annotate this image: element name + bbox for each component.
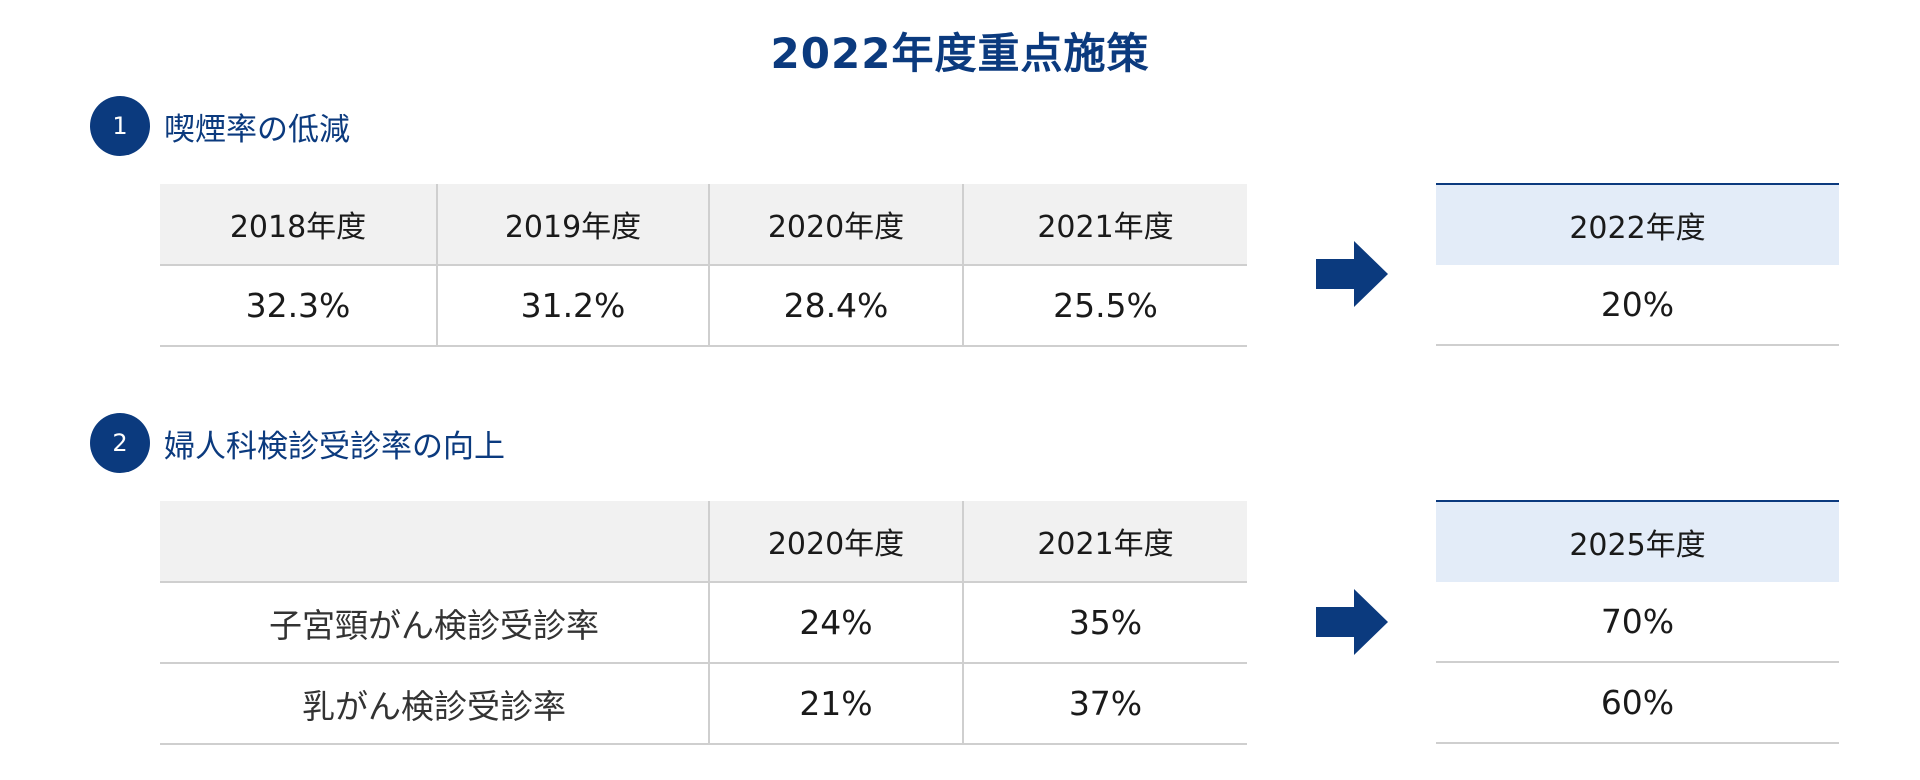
arrow-right-icon: [1316, 589, 1388, 655]
target-value: 60%: [1436, 662, 1839, 744]
target-value: 70%: [1436, 582, 1839, 663]
table-row: 子宮頸がん検診受診率 24% 35%: [160, 582, 1247, 664]
section-2-heading: 2 婦人科検診受診率の向上: [90, 413, 505, 473]
section-title: 喫煙率の低減: [164, 111, 350, 148]
target-year-header: 2025年度: [1436, 500, 1839, 582]
table-cell: 37%: [963, 663, 1247, 745]
table-cell: 21%: [709, 663, 964, 745]
table-row: 乳がん検診受診率 21% 37%: [160, 663, 1247, 745]
table-header-row: 2018年度 2019年度 2020年度 2021年度: [160, 184, 1247, 266]
smoking-rate-table: 2018年度 2019年度 2020年度 2021年度 32.3% 31.2% …: [160, 184, 1247, 347]
smoking-target-table: 2022年度 20%: [1436, 183, 1839, 346]
row-label: 乳がん検診受診率: [160, 663, 710, 745]
arrow-right-icon: [1316, 241, 1388, 307]
table-cell: 24%: [709, 582, 964, 664]
column-header: 2018年度: [160, 184, 438, 266]
table-cell: 31.2%: [437, 265, 710, 347]
column-header: 2020年度: [709, 501, 964, 583]
column-header: 2019年度: [437, 184, 710, 266]
table-cell: 28.4%: [709, 265, 964, 347]
table-row: 32.3% 31.2% 28.4% 25.5%: [160, 265, 1247, 347]
section-1-heading: 1 喫煙率の低減: [90, 96, 350, 156]
target-year-header: 2022年度: [1436, 183, 1839, 265]
target-value: 20%: [1436, 265, 1839, 346]
section-title: 婦人科検診受診率の向上: [164, 428, 505, 465]
column-header: 2020年度: [709, 184, 964, 266]
row-label: 子宮頸がん検診受診率: [160, 582, 710, 664]
column-header: 2021年度: [963, 184, 1247, 266]
section-number-badge: 2: [90, 413, 150, 473]
column-header: [160, 501, 710, 583]
screening-rate-table: 2020年度 2021年度 子宮頸がん検診受診率 24% 35% 乳がん検診受診…: [160, 501, 1247, 745]
page-title: 2022年度重点施策: [770, 29, 1150, 78]
table-cell: 35%: [963, 582, 1247, 664]
table-cell: 32.3%: [160, 265, 438, 347]
section-number-badge: 1: [90, 96, 150, 156]
table-header-row: 2020年度 2021年度: [160, 501, 1247, 583]
table-cell: 25.5%: [963, 265, 1247, 347]
column-header: 2021年度: [963, 501, 1247, 583]
screening-target-table: 2025年度 70% 60%: [1436, 500, 1839, 744]
